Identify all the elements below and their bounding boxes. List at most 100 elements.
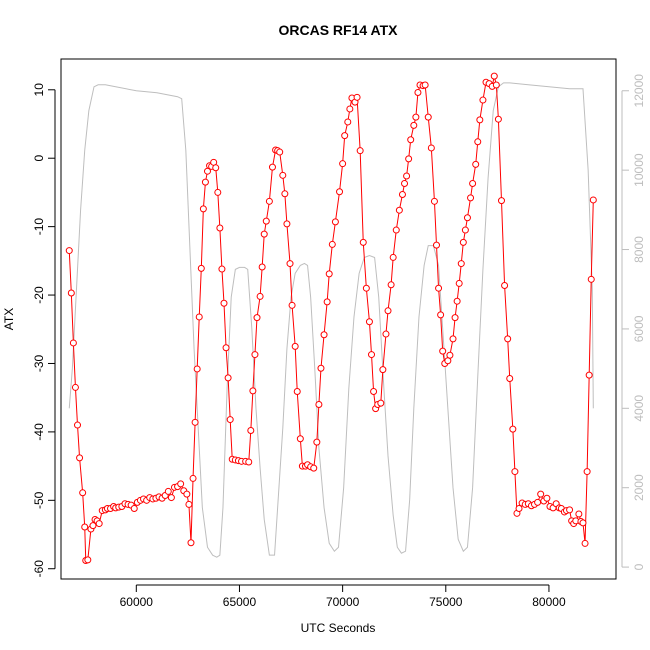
atx-point	[490, 72, 498, 80]
atx-point	[370, 388, 378, 396]
atx-point	[341, 132, 349, 140]
atx-point	[362, 284, 370, 292]
right-tick-label: 8000	[632, 236, 646, 263]
y-tick-label: -10	[32, 218, 46, 236]
atx-point	[293, 388, 301, 396]
atx-point	[387, 281, 395, 289]
atx-point	[398, 190, 406, 198]
x-tick-label: 60000	[120, 595, 154, 609]
atx-point	[177, 480, 185, 488]
atx-point	[69, 339, 77, 347]
atx-point	[89, 522, 97, 530]
atx-point	[414, 89, 422, 97]
atx-point	[511, 468, 519, 476]
atx-point	[585, 371, 593, 379]
atx-point	[201, 178, 209, 186]
x-tick-label: 75000	[429, 595, 463, 609]
atx-point	[433, 241, 441, 249]
atx-point	[469, 180, 477, 188]
atx-point	[279, 171, 287, 179]
atx-point	[76, 454, 84, 462]
atx-point	[427, 144, 435, 152]
atx-point	[459, 238, 467, 246]
atx-point	[65, 247, 73, 255]
atx-point	[191, 418, 199, 426]
atx-point	[247, 427, 255, 435]
atx-point	[492, 81, 500, 89]
atx-point	[474, 138, 482, 146]
atx-point	[265, 197, 273, 205]
x-tick-label: 80000	[532, 595, 566, 609]
atx-point	[365, 318, 373, 326]
atx-point	[193, 365, 201, 373]
atx-point	[276, 148, 284, 156]
atx-point	[167, 494, 175, 502]
atx-point	[368, 351, 376, 359]
atx-point	[435, 284, 443, 292]
atx-point	[384, 307, 392, 315]
right-y-axis: 0 2000 4000 6000 8000 10000 12000	[621, 74, 646, 570]
atx-point	[401, 180, 409, 188]
left-y-axis: -60 -50 -40 -30 -20 -10 0 10	[32, 83, 56, 578]
atx-point	[195, 313, 203, 321]
atx-point	[331, 218, 339, 226]
atx-point	[84, 556, 92, 564]
atx-point	[377, 399, 385, 407]
atx-point	[260, 230, 268, 238]
atx-point	[353, 93, 361, 101]
atx-point	[256, 292, 264, 300]
atx-point	[268, 163, 276, 171]
atx-point	[283, 220, 291, 228]
y-tick-label: -60	[32, 560, 46, 578]
atx-point	[164, 487, 172, 495]
atx-point	[336, 188, 344, 196]
atx-point	[286, 260, 294, 268]
atx-point	[249, 387, 257, 395]
atx-point	[392, 226, 400, 234]
atx-point	[407, 136, 415, 144]
atx-point	[81, 523, 89, 531]
atx-point	[224, 374, 232, 382]
atx-point	[501, 281, 509, 289]
y-tick-label: -20	[32, 286, 46, 304]
atx-point	[187, 539, 195, 547]
atx-point	[67, 289, 75, 297]
atx-point	[575, 510, 583, 518]
atx-point	[437, 311, 445, 319]
atx-point	[587, 275, 595, 283]
atx-point	[315, 401, 323, 409]
right-tick-label: 6000	[632, 315, 646, 342]
atx-point	[296, 435, 304, 443]
atx-point	[446, 351, 454, 359]
atx-point	[346, 105, 354, 113]
atx-point	[262, 217, 270, 225]
atx-point	[439, 347, 447, 355]
atx-point	[288, 301, 296, 309]
atx-point	[467, 194, 475, 202]
chart-title: ORCAS RF14 ATX	[278, 22, 398, 38]
atx-point	[251, 351, 259, 359]
atx-point	[218, 265, 226, 273]
atx-point	[95, 520, 103, 528]
atx-point	[216, 224, 224, 232]
x-axis: 60000 65000 70000 75000 80000	[120, 584, 566, 609]
atx-point	[214, 188, 222, 196]
atx-point	[430, 197, 438, 205]
atx-point	[291, 342, 299, 350]
atx-point	[317, 364, 325, 372]
atx-point	[339, 160, 347, 168]
atx-point	[479, 96, 487, 104]
atx-point	[74, 421, 82, 429]
atx-point	[589, 196, 597, 204]
atx-point	[506, 375, 514, 383]
atx-point	[323, 298, 331, 306]
atx-point	[579, 519, 587, 527]
atx-point	[245, 458, 253, 466]
y-tick-label: -50	[32, 491, 46, 509]
atx-point	[412, 113, 420, 121]
atx-point	[258, 263, 266, 271]
atx-point	[222, 344, 230, 352]
right-tick-label: 12000	[632, 74, 646, 108]
right-tick-label: 4000	[632, 395, 646, 422]
right-tick-label: 10000	[632, 153, 646, 187]
